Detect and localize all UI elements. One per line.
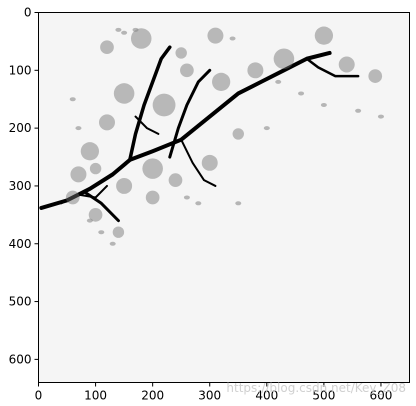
blossom-cluster <box>247 62 264 79</box>
petal <box>115 27 122 32</box>
blossom-cluster <box>80 142 100 161</box>
blossom-cluster <box>89 162 102 175</box>
blossom-cluster <box>130 28 152 49</box>
y-axis-ticks: 0 100 200 300 400 500 600 <box>9 6 39 366</box>
petal <box>132 27 139 32</box>
blossom-cluster <box>273 48 295 70</box>
branch-middle <box>168 68 212 159</box>
branch-right <box>305 57 360 78</box>
blossom-cluster <box>142 158 163 179</box>
y-tick-label: 200 <box>9 121 32 135</box>
blossom-cluster <box>207 27 224 44</box>
blossom-cluster <box>314 26 334 45</box>
blossom-cluster <box>338 56 355 73</box>
blossom-cluster <box>232 128 244 140</box>
petal <box>229 36 236 41</box>
x-tick-label: 0 <box>35 389 43 403</box>
petal <box>355 108 362 113</box>
y-tick-label: 0 <box>24 6 32 20</box>
blossom-cluster <box>65 190 80 205</box>
x-tick-label: 200 <box>141 389 164 403</box>
petal <box>195 201 202 206</box>
x-axis-ticks: 0 100 200 300 400 500 600 <box>35 382 393 403</box>
y-tick-label: 500 <box>9 295 32 309</box>
blossom-cluster <box>100 40 114 55</box>
axes-frame <box>38 12 410 383</box>
blossom-cluster <box>175 47 187 59</box>
y-tick-label: 300 <box>9 179 32 193</box>
blossom-cluster <box>99 114 115 131</box>
blossom-cluster <box>88 207 103 222</box>
petal <box>263 126 270 131</box>
y-tick-label: 100 <box>9 63 32 77</box>
x-tick-label: 100 <box>84 389 107 403</box>
blossom-cluster <box>201 154 218 171</box>
blossom-cluster <box>168 173 183 188</box>
petal <box>109 241 116 246</box>
petal <box>320 103 327 107</box>
petal <box>235 201 242 206</box>
image-layer <box>38 12 410 383</box>
y-tick-label: 400 <box>9 237 32 251</box>
x-tick-label: 600 <box>370 389 393 403</box>
petal <box>275 79 282 84</box>
blossom-cluster <box>180 63 194 78</box>
petal <box>75 126 82 131</box>
blossom-cluster <box>113 83 135 104</box>
petal <box>121 30 128 35</box>
y-tick-label: 600 <box>9 352 32 366</box>
petal <box>183 195 190 200</box>
petal <box>86 218 93 223</box>
ink-painting <box>39 26 384 246</box>
branch-upper <box>128 45 172 162</box>
blossom-cluster <box>116 177 133 194</box>
blossom-cluster <box>70 166 87 183</box>
petal <box>377 114 384 119</box>
blossom-cluster <box>152 93 176 117</box>
blossom-cluster <box>212 72 231 92</box>
blossom-cluster <box>112 226 125 238</box>
x-tick-label: 400 <box>255 389 278 403</box>
petal <box>298 91 305 96</box>
petal <box>69 97 76 102</box>
x-tick-label: 500 <box>312 389 335 403</box>
branch-twig-3 <box>60 184 108 205</box>
petal <box>98 230 105 235</box>
branch-twig-1 <box>180 138 217 187</box>
x-tick-label: 300 <box>198 389 221 403</box>
watermark: https://blog.csdn.net/Key_Z08 <box>226 381 406 395</box>
blossom-cluster <box>368 69 383 83</box>
blossom-cluster <box>145 190 160 205</box>
branch-twig-2 <box>134 115 160 135</box>
image-background <box>38 12 410 383</box>
